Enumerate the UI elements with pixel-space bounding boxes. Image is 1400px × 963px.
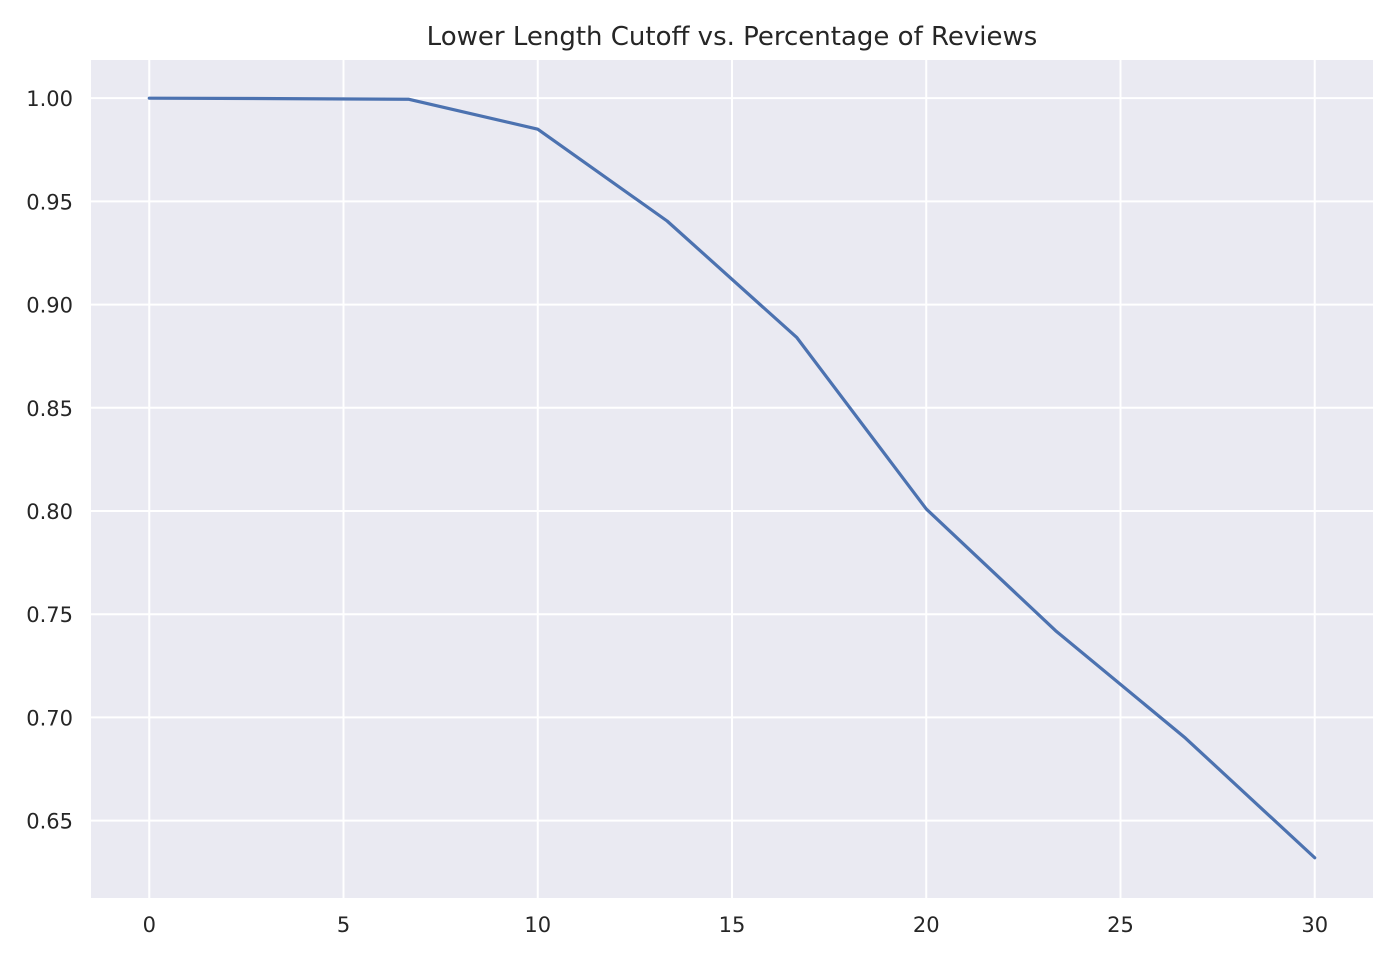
- y-tick-label: 0.95: [26, 190, 73, 214]
- x-tick-label: 20: [913, 913, 940, 937]
- y-tick-label: 0.85: [26, 397, 73, 421]
- x-tick-label: 10: [524, 913, 551, 937]
- y-tick-label: 0.65: [26, 810, 73, 834]
- x-tick-label: 30: [1301, 913, 1328, 937]
- grid-lines: [91, 60, 1373, 898]
- series-line: [147, 96, 1317, 860]
- x-tick-label: 15: [719, 913, 746, 937]
- y-tick-label: 1.00: [26, 87, 73, 111]
- y-tick-label: 0.90: [26, 294, 73, 318]
- x-tick-label: 5: [337, 913, 350, 937]
- x-tick-label: 0: [143, 913, 156, 937]
- y-tick-label: 0.75: [26, 603, 73, 627]
- y-tick-label: 0.80: [26, 500, 73, 524]
- chart-title: Lower Length Cutoff vs. Percentage of Re…: [427, 22, 1038, 52]
- x-tick-label: 25: [1107, 913, 1134, 937]
- y-axis-tick-labels: 0.65 0.70 0.75 0.80 0.85 0.90 0.95 1.00: [26, 87, 73, 833]
- x-axis-tick-labels: 0 5 10 15 20 25 30: [143, 913, 1329, 937]
- series-group: [147, 96, 1317, 860]
- y-tick-label: 0.70: [26, 706, 73, 730]
